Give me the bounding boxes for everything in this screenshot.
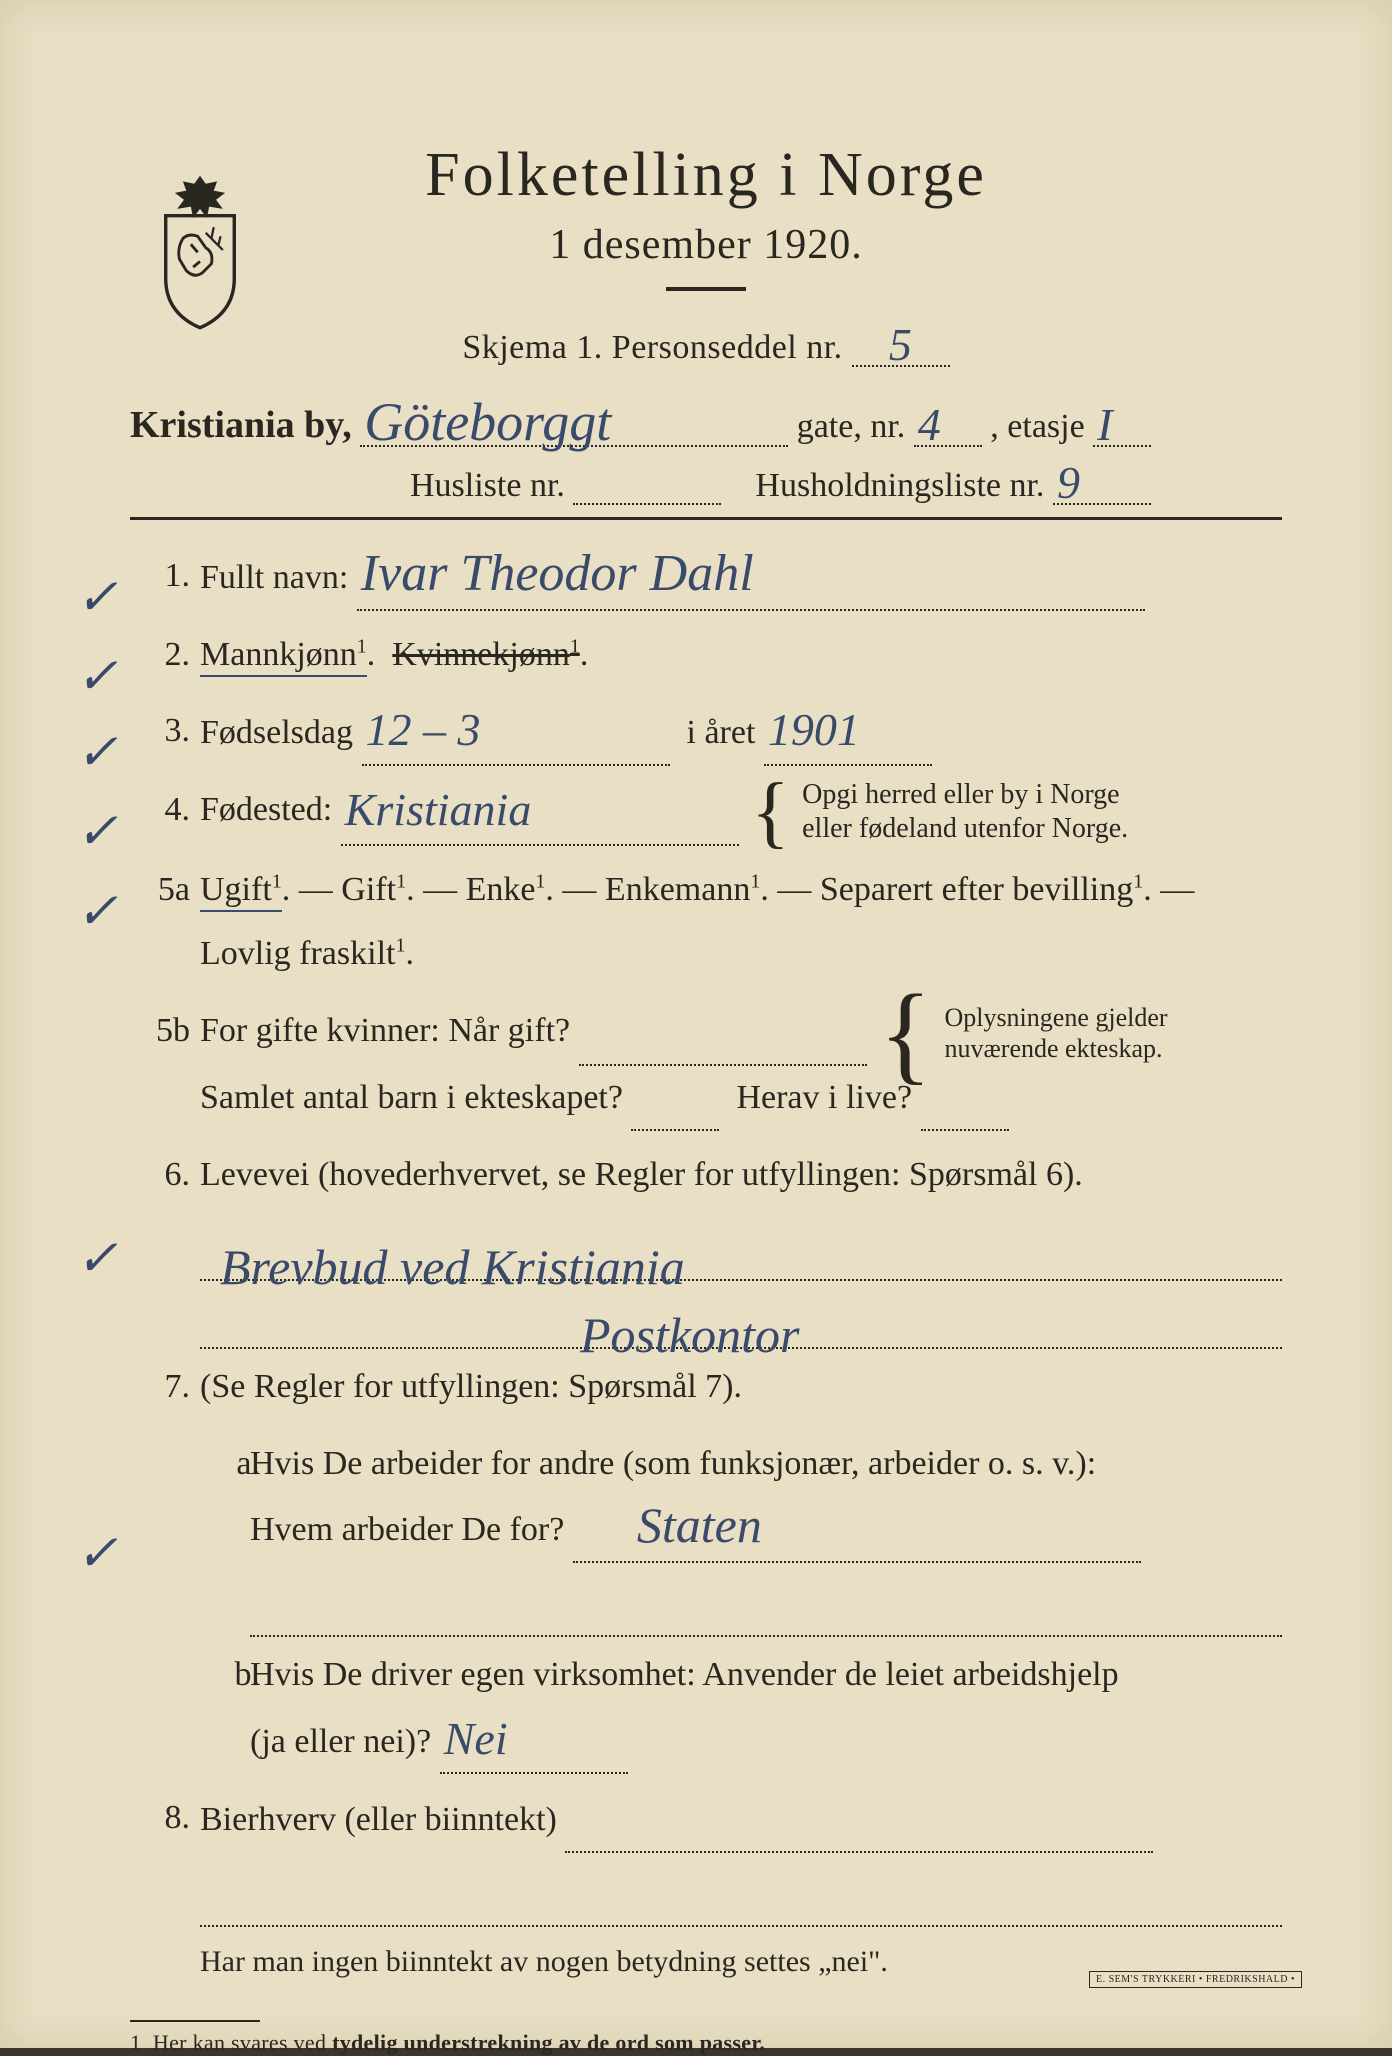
- check-icon: ✓: [76, 1506, 118, 1601]
- q8-label: Bierhverv (eller biinntekt): [200, 1801, 557, 1838]
- q1-value: Ivar Theodor Dahl: [361, 553, 754, 595]
- q7b-q: (ja eller nei)?: [250, 1723, 431, 1760]
- brace-icon: {: [879, 1000, 932, 1066]
- q7a-label: Hvis De arbeider for andre (som funksjon…: [250, 1445, 1096, 1482]
- q3-year-value: 1901: [768, 712, 860, 749]
- q4-label: Fødested:: [200, 791, 332, 828]
- field-employer: 7. (Se Regler for utfyllingen: Spørsmål …: [130, 1355, 1282, 1420]
- document-subtitle: 1 desember 1920.: [130, 221, 1282, 269]
- q3-label: Fødselsdag: [200, 714, 353, 751]
- q7b-value: Nei: [444, 1721, 508, 1758]
- q6-line1: ✓ Brevbud ved Kristiania: [200, 1219, 1282, 1281]
- husholdning-label: Husholdningsliste nr.: [755, 467, 1044, 504]
- q5b-l2a: Samlet antal barn i ekteskapet?: [200, 1079, 623, 1116]
- field-7b: b. Hvis De driver egen virksomhet: Anven…: [130, 1643, 1282, 1774]
- q2-num: 2.: [130, 623, 190, 688]
- header: Folketelling i Norge 1 desember 1920. Sk…: [130, 140, 1282, 367]
- gate-nr-value: 4: [918, 407, 941, 444]
- field-7a: a. Hvis De arbeider for andre (som funks…: [130, 1432, 1282, 1563]
- q5b-hint: Oplysningene gjelder nuværende ekteskap.: [944, 1002, 1184, 1064]
- street-value: Göteborggt: [364, 401, 611, 444]
- footnote: 1 Her kan svares ved tydelig understrekn…: [130, 2030, 1282, 2056]
- q7a-value: Staten: [637, 1505, 762, 1545]
- q3-mid: i året: [687, 714, 756, 751]
- q5a-separert: Separert efter bevilling1: [820, 871, 1143, 908]
- q5a-enkemann: Enkemann1: [605, 871, 760, 908]
- q7b-label: Hvis De driver egen virksomhet: Anvender…: [250, 1656, 1119, 1693]
- form-number-line: Skjema 1. Personseddel nr. 5: [130, 323, 1282, 367]
- printer-mark: E. SEM'S TRYKKERI • FREDRIKSHALD •: [1089, 1971, 1302, 1988]
- q5b-l2b: Herav i live?: [736, 1079, 912, 1116]
- field-birthday: ✓ 3. Fødselsdag 12 – 3 i året 1901: [130, 699, 1282, 766]
- skjema-label: Skjema 1. Personseddel nr.: [462, 329, 842, 366]
- q5a-enke: Enke1: [466, 871, 546, 908]
- q1-num: 1.: [130, 544, 190, 609]
- title-divider: [666, 287, 746, 291]
- q7a-q: Hvem arbeider De for?: [250, 1511, 564, 1548]
- address-line-2: Husliste nr. Husholdningsliste nr. 9: [130, 461, 1282, 505]
- field-marital: ✓ 5a Ugift1. — Gift1. — Enke1. — Enkeman…: [130, 858, 1282, 987]
- field-marriage-info: 5b For gifte kvinner: Når gift? { Oplysn…: [130, 999, 1282, 1131]
- city-label: Kristiania by,: [130, 404, 352, 446]
- q5b-num: 5b: [130, 999, 190, 1064]
- q7a-extra-line: [250, 1575, 1282, 1637]
- address-line-1: Kristiania by, Göteborggt gate, nr. 4 , …: [130, 397, 1282, 447]
- q6-line2: Postkontor: [200, 1287, 1282, 1349]
- document-page: Folketelling i Norge 1 desember 1920. Sk…: [0, 0, 1392, 2048]
- q4-num: 4.: [130, 778, 190, 843]
- q7-label: (Se Regler for utfyllingen: Spørsmål 7).: [200, 1368, 742, 1405]
- q3-day-value: 12 – 3: [366, 712, 481, 749]
- q2-kvinne: Kvinnekjønn1: [392, 636, 580, 673]
- q5a-ugift: Ugift1: [200, 871, 282, 912]
- coat-of-arms-icon: [140, 170, 260, 330]
- brace-icon: {: [751, 788, 789, 836]
- q6-value2: Postkontor: [580, 1315, 799, 1355]
- q3-num: 3.: [130, 699, 190, 764]
- personseddel-value: 5: [889, 327, 913, 364]
- etasje-value: I: [1097, 407, 1112, 444]
- husliste-label: Husliste nr.: [410, 467, 565, 504]
- q6-label: Levevei (hovederhvervet, se Regler for u…: [200, 1156, 1083, 1193]
- q7a-letter: a.: [200, 1432, 260, 1497]
- footnote-divider: [130, 2020, 260, 2022]
- field-sex: ✓ 2. Mannkjønn1. Kvinnekjønn1.: [130, 623, 1282, 688]
- q8-num: 8.: [130, 1786, 190, 1851]
- gate-label: gate, nr.: [797, 408, 906, 445]
- q1-label: Fullt navn:: [200, 559, 348, 596]
- q7b-letter: b.: [200, 1643, 260, 1708]
- q6-num: 6.: [130, 1143, 190, 1208]
- q4-hint: Opgi herred eller by i Norge eller fødel…: [802, 778, 1142, 845]
- q5a-gift: Gift1: [341, 871, 406, 908]
- divider: [130, 517, 1282, 520]
- field-name: ✓ 1. Fullt navn: Ivar Theodor Dahl: [130, 544, 1282, 611]
- q8-extra-line: [200, 1865, 1282, 1927]
- husholdning-value: 9: [1057, 465, 1080, 502]
- field-secondary-work: 8. Bierhverv (eller biinntekt): [130, 1786, 1282, 1853]
- q6-value1: Brevbud ved Kristiania: [220, 1247, 685, 1287]
- field-birthplace: ✓ 4. Fødested: Kristiania { Opgi herred …: [130, 778, 1282, 846]
- check-icon: ✓: [76, 1229, 118, 1287]
- field-occupation: 6. Levevei (hovederhvervet, se Regler fo…: [130, 1143, 1282, 1208]
- q4-value: Kristiania: [345, 792, 532, 829]
- q5b-l1: For gifte kvinner: Når gift?: [200, 1012, 570, 1049]
- q2-mann: Mannkjønn1: [200, 636, 367, 677]
- q5a-num: 5a: [130, 858, 190, 923]
- check-icon: ✓: [76, 864, 118, 959]
- document-title: Folketelling i Norge: [130, 140, 1282, 211]
- q5a-fraskilt: Lovlig fraskilt1: [200, 935, 405, 972]
- etasje-label: , etasje: [990, 408, 1084, 445]
- q7-num: 7.: [130, 1355, 190, 1420]
